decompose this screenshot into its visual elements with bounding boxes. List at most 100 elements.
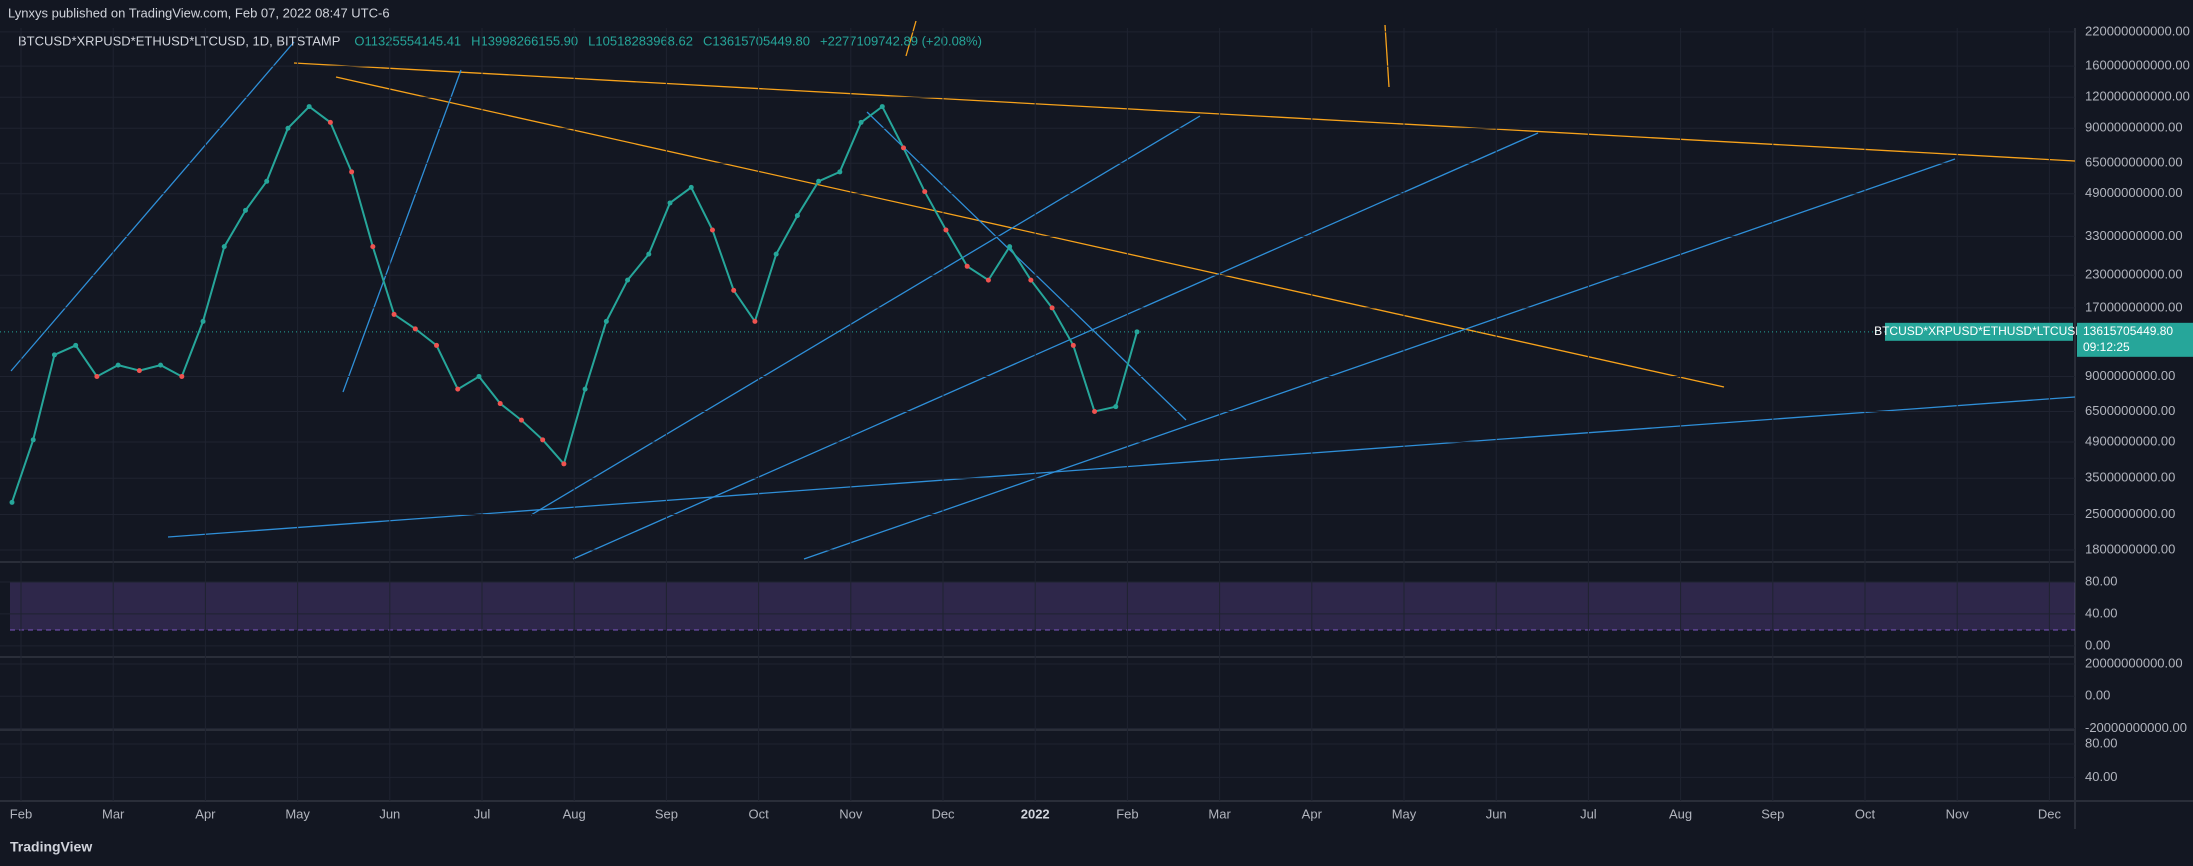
x-tick-label: May — [1392, 806, 1417, 821]
price-point — [1049, 305, 1055, 311]
x-tick-label: Jun — [379, 806, 400, 821]
price-point — [773, 251, 779, 257]
y-tick-label: 2500000000.00 — [2085, 506, 2175, 521]
y-tick-label: 4900000000.00 — [2085, 433, 2175, 448]
ohlc-value: O11325554145.41 — [354, 33, 461, 48]
y-tick-label: 9000000000.00 — [2085, 368, 2175, 383]
trend-line — [342, 69, 462, 393]
x-tick-label: Mar — [1208, 806, 1231, 821]
price-point — [327, 119, 333, 125]
trend-line — [293, 62, 2076, 162]
x-tick-label: Feb — [10, 806, 32, 821]
y-tick-label: 33000000000.00 — [2085, 228, 2183, 243]
trend-line — [905, 20, 917, 57]
price-point — [582, 386, 588, 392]
price-point — [794, 213, 800, 219]
price-point — [858, 119, 864, 125]
price-point — [476, 373, 482, 379]
price-point — [837, 169, 843, 175]
price-tag: 13615705449.80 — [2083, 324, 2173, 338]
x-tick-label: Aug — [563, 806, 586, 821]
ohlc-value: H13998266155.90 — [471, 33, 578, 48]
price-point — [540, 437, 546, 443]
trend-line — [1384, 24, 1390, 88]
y-tick-label: -20000000000.00 — [2085, 720, 2187, 735]
price-point — [985, 277, 991, 283]
x-tick-label: Feb — [1116, 806, 1138, 821]
price-point — [115, 362, 121, 368]
price-point — [264, 178, 270, 184]
ohlc-value: C13615705449.80 — [703, 33, 810, 48]
x-tick-label: Nov — [1946, 806, 1970, 821]
y-tick-label: 1800000000.00 — [2085, 541, 2175, 556]
price-point — [412, 326, 418, 332]
x-tick-label: Oct — [748, 806, 769, 821]
x-tick-label: Jul — [474, 806, 491, 821]
symbol-tag: BTCUSD*XRPUSD*ETHUSD*LTCUSD — [1874, 324, 2084, 338]
price-point — [306, 104, 312, 110]
price-point — [752, 318, 758, 324]
y-tick-label: 90000000000.00 — [2085, 120, 2183, 135]
x-tick-label: Jul — [1580, 806, 1597, 821]
price-tag-bg — [2077, 322, 2193, 357]
y-tick-label: 6500000000.00 — [2085, 403, 2175, 418]
y-tick-label: 23000000000.00 — [2085, 267, 2183, 282]
price-point — [688, 184, 694, 190]
price-point — [943, 227, 949, 233]
trend-line — [167, 396, 2076, 538]
y-tick-label: 20000000000.00 — [2085, 655, 2183, 670]
publisher: Lynxys published on TradingView.com, Feb… — [8, 5, 390, 20]
price-point — [646, 251, 652, 257]
x-tick-label: Sep — [1761, 806, 1784, 821]
y-tick-label: 0.00 — [2085, 637, 2110, 652]
symbol: BTCUSD*XRPUSD*ETHUSD*LTCUSD, 1D, BITSTAM… — [18, 33, 340, 48]
y-tick-label: 220000000000.00 — [2085, 23, 2190, 38]
y-tick-label: 40.00 — [2085, 605, 2118, 620]
x-tick-label: Sep — [655, 806, 678, 821]
y-tick-label: 80.00 — [2085, 735, 2118, 750]
y-tick-label: 80.00 — [2085, 573, 2118, 588]
ohlc-value: L10518283968.62 — [588, 33, 693, 48]
price-point — [221, 244, 227, 250]
x-tick-label: Jun — [1486, 806, 1507, 821]
price-point — [667, 200, 673, 206]
price-point — [158, 362, 164, 368]
trend-line — [572, 132, 1539, 560]
price-point — [561, 461, 567, 467]
x-tick-label: Aug — [1669, 806, 1692, 821]
x-tick-label: Dec — [931, 806, 955, 821]
price-point — [1113, 404, 1119, 410]
price-point — [30, 437, 36, 443]
price-point — [518, 417, 524, 423]
price-point — [9, 499, 15, 505]
price-point — [901, 145, 907, 151]
price-point — [200, 318, 206, 324]
price-point — [1092, 409, 1098, 415]
price-point — [242, 207, 248, 213]
y-tick-label: 0.00 — [2085, 688, 2110, 703]
trend-line — [803, 158, 1956, 560]
price-point — [136, 368, 142, 374]
x-tick-label: Mar — [102, 806, 125, 821]
x-tick-label: Nov — [839, 806, 863, 821]
brand: TradingView — [10, 839, 92, 855]
price-point — [455, 386, 461, 392]
price-point — [285, 125, 291, 131]
y-tick-label: 65000000000.00 — [2085, 155, 2183, 170]
x-tick-label: Oct — [1855, 806, 1876, 821]
price-point — [349, 169, 355, 175]
price-point — [731, 287, 737, 293]
price-point — [434, 342, 440, 348]
price-point — [370, 244, 376, 250]
rsi-band — [10, 582, 2075, 630]
price-line — [11, 105, 1138, 503]
price-point — [922, 189, 928, 195]
x-tick-label: May — [285, 806, 310, 821]
price-point — [1007, 244, 1013, 250]
countdown: 09:12:25 — [2083, 340, 2130, 354]
price-point — [391, 311, 397, 317]
y-tick-label: 120000000000.00 — [2085, 89, 2190, 104]
x-tick-label: Dec — [2038, 806, 2062, 821]
trend-line — [530, 115, 1201, 516]
